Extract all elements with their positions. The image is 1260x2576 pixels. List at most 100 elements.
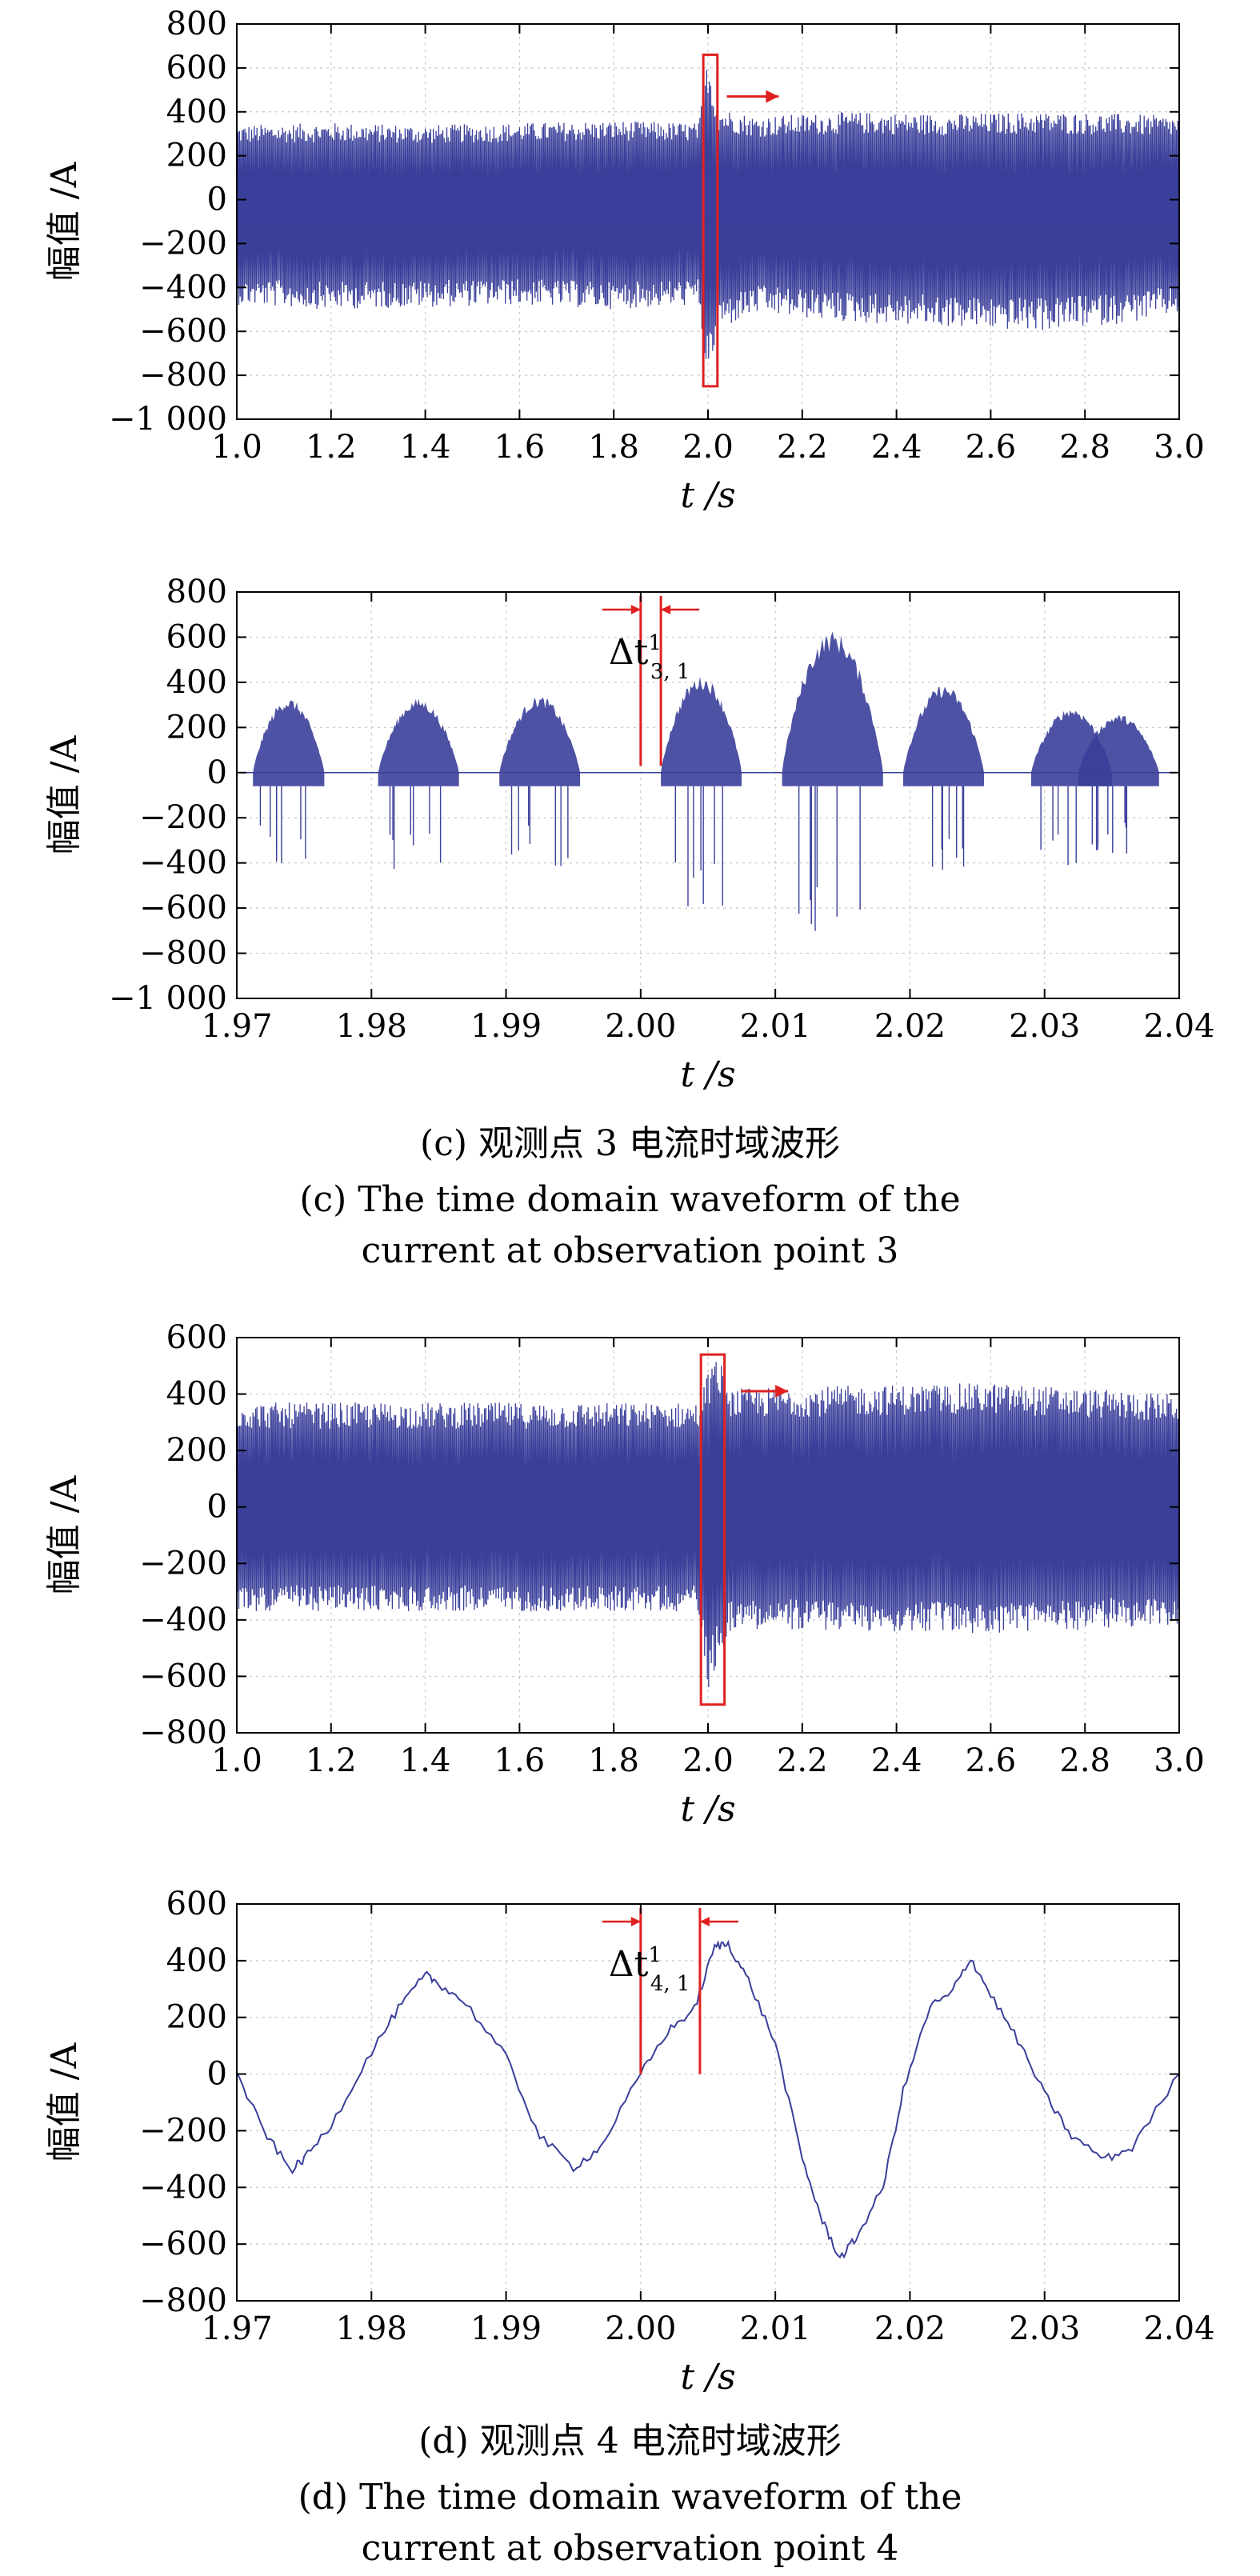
y-tick-label: 400 — [166, 1376, 227, 1413]
delta-label: Δt1 4, 1 — [609, 1943, 690, 1996]
x-tick-label: 1.2 — [306, 1742, 357, 1779]
plot-frame — [236, 1903, 1180, 2302]
chart-panel-c-zoom: Δt1 3, 1 1.97 1.98 1.99 2.00 2.01 2.02 2.03 2.04 8… — [44, 574, 1215, 1095]
x-tick-label: 2.4 — [871, 429, 922, 466]
x-tick-label: 2.0 — [682, 429, 734, 466]
x-tick-label: 2.8 — [1059, 429, 1110, 466]
x-tick-label: 2.01 — [740, 1008, 811, 1045]
y-tick-label: −600 — [139, 2226, 227, 2262]
waveform-trace — [237, 1939, 1179, 2259]
y-tick-label: 200 — [166, 1432, 227, 1469]
y-tick-label: −1 000 — [109, 401, 227, 438]
y-tick-label: 0 — [207, 182, 227, 218]
caption-c-english-line1: (c) The time domain waveform of the — [299, 1179, 961, 1220]
y-tick-label: 400 — [166, 94, 227, 130]
y-tick-label: −400 — [139, 1602, 227, 1638]
x-tick-label: 2.03 — [1009, 2310, 1080, 2347]
caption-d-english-line2: current at observation point 4 — [361, 2528, 899, 2569]
caption-d-english-line1: (d) The time domain waveform of the — [298, 2477, 962, 2518]
x-tick-label: 1.0 — [211, 1742, 262, 1779]
x-tick-label: 2.6 — [966, 1742, 1017, 1779]
y-tick-label: −200 — [139, 799, 227, 836]
y-tick-label: −600 — [139, 1658, 227, 1694]
y-axis-label: 幅值 /A — [44, 1474, 85, 1594]
y-tick-label: 400 — [166, 664, 227, 701]
chart-panel-d-overview: 1.0 1.2 1.4 1.6 1.8 2.0 2.2 2.4 2.6 2.8 3.0 600 400 2… — [44, 1319, 1205, 1830]
waveform-burst — [782, 631, 883, 931]
y-tick-label: −800 — [139, 2282, 227, 2319]
plot-frame — [236, 591, 1180, 999]
x-tick-label: 1.8 — [588, 1742, 639, 1779]
delta-label: Δt1 3, 1 — [609, 631, 690, 684]
y-tick-label: 600 — [166, 1886, 227, 1922]
x-tick-label: 3.0 — [1154, 429, 1205, 466]
series-waveform — [237, 1939, 1179, 2259]
x-tick-label: 1.99 — [470, 2310, 542, 2347]
y-tick-label: −600 — [139, 890, 227, 926]
y-axis-label: 幅值 /A — [44, 2042, 85, 2162]
delta-arrowhead-left — [630, 1917, 641, 1926]
burst-fill — [499, 697, 581, 786]
burst-fill — [782, 631, 883, 786]
y-tick-label: 0 — [207, 2056, 227, 2093]
y-tick-label: −200 — [139, 2112, 227, 2149]
y-axis-label: 幅值 /A — [44, 734, 85, 854]
caption-c-english-line2: current at observation point 3 — [361, 1230, 899, 1271]
delta-arrowhead-right — [699, 1917, 710, 1926]
x-tick-label: 1.99 — [470, 1008, 542, 1045]
x-tick-label: 2.04 — [1143, 2310, 1214, 2347]
burst-fill — [661, 676, 742, 786]
waveform-trace — [237, 1362, 1179, 1688]
x-tick-label: 2.6 — [966, 429, 1017, 466]
waveform-burst — [499, 697, 581, 866]
caption-d-chinese: (d) 观测点 4 电流时域波形 — [418, 2421, 842, 2462]
x-tick-label: 2.04 — [1143, 1008, 1214, 1045]
y-tick-label: −800 — [139, 1714, 227, 1751]
x-tick-label: 2.2 — [777, 429, 828, 466]
y-tick-label: −1 000 — [109, 980, 227, 1017]
x-axis-label: t /s — [680, 475, 735, 516]
y-tick-label: 200 — [166, 138, 227, 174]
fault-highlight-box — [699, 1353, 726, 1706]
x-tick-label: 2.0 — [682, 1742, 734, 1779]
x-tick-label: 1.4 — [400, 1742, 451, 1779]
chart-panel-d-zoom: Δt1 4, 1 1.97 1.98 1.99 2.00 2.01 2.02 2.03 2.04 6… — [44, 1886, 1215, 2398]
arrow-head — [775, 1385, 789, 1398]
waveform-burst — [661, 676, 742, 906]
y-tick-label: 600 — [166, 50, 227, 86]
x-axis-label: t /s — [680, 1054, 735, 1095]
series-waveform — [237, 70, 1179, 359]
x-axis-label: t /s — [680, 1789, 735, 1830]
y-tick-label: 800 — [166, 574, 227, 610]
x-tick-label: 1.4 — [400, 429, 451, 466]
y-tick-label: −800 — [139, 357, 227, 394]
y-tick-label: 800 — [166, 6, 227, 42]
x-tick-label: 2.8 — [1059, 1742, 1110, 1779]
y-tick-label: 400 — [166, 1942, 227, 1979]
delta-arrowhead-left — [630, 605, 641, 614]
y-tick-label: 200 — [166, 1999, 227, 2036]
x-tick-label: 2.01 — [740, 2310, 811, 2347]
burst-fill — [253, 700, 325, 786]
waveform-dense-band — [237, 173, 1179, 218]
x-tick-label: 1.8 — [588, 429, 639, 466]
y-tick-label: 600 — [166, 1319, 227, 1356]
delta-arrowhead-right — [661, 605, 671, 614]
arrow-head — [766, 90, 779, 103]
x-tick-label: 1.97 — [201, 1008, 272, 1045]
x-tick-label: 1.6 — [494, 1742, 546, 1779]
x-tick-label: 1.0 — [211, 429, 262, 466]
x-tick-label: 2.02 — [874, 2310, 946, 2347]
x-tick-label: 1.6 — [494, 429, 546, 466]
series-waveform — [237, 1362, 1179, 1688]
waveform-burst — [253, 700, 325, 863]
y-axis-label: 幅值 /A — [44, 161, 85, 281]
x-tick-label: 2.2 — [777, 1742, 828, 1779]
y-tick-label: 0 — [207, 1489, 227, 1526]
x-tick-label: 2.03 — [1009, 1008, 1080, 1045]
burst-fill — [903, 686, 984, 786]
y-tick-label: 0 — [207, 754, 227, 791]
burst-fill — [1078, 714, 1159, 786]
y-tick-label: −600 — [139, 313, 227, 350]
